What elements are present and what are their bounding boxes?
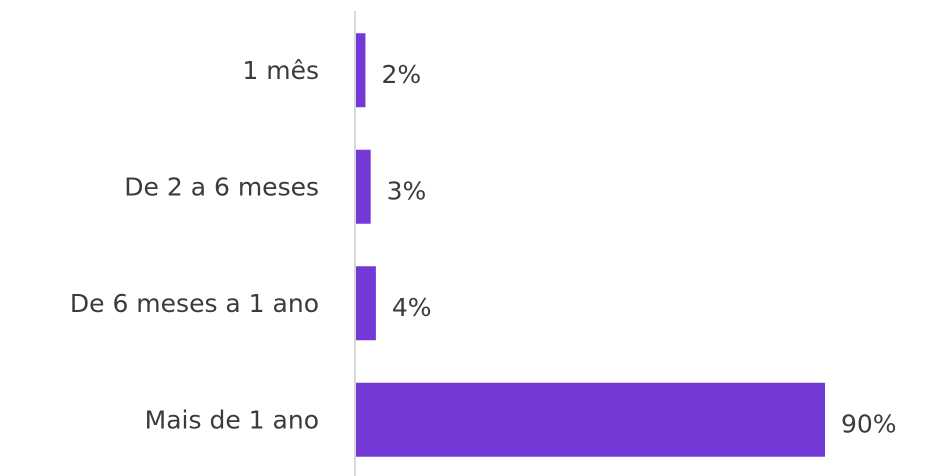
bar [355,149,371,224]
category-label: De 6 meses a 1 ano [70,289,319,318]
bar [355,33,366,108]
bar [355,382,825,457]
value-label: 90% [841,409,897,438]
value-labels: 2% 3% 4% 90% [381,60,896,439]
bar [355,266,376,341]
value-label: 4% [392,293,432,322]
category-labels: 1 mês De 2 a 6 meses De 6 meses a 1 ano Mai… [70,56,319,435]
value-label: 3% [387,176,427,205]
category-label: De 2 a 6 meses [124,172,319,201]
category-label: 1 mês [242,56,319,85]
category-label: Mais de 1 ano [145,405,319,434]
value-label: 2% [381,60,421,89]
bars-group [355,33,825,457]
